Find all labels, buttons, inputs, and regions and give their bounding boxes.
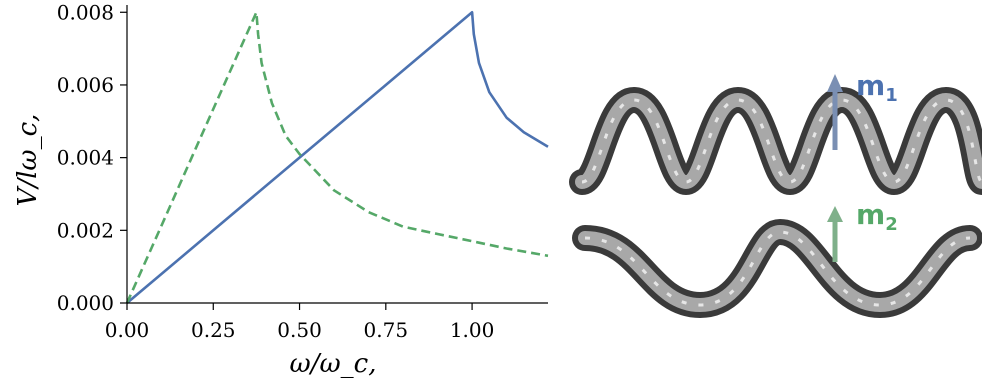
helix-illustration: m1 m2 xyxy=(569,69,982,319)
m2-label: m2 xyxy=(856,198,898,235)
series-layer xyxy=(125,11,549,304)
x-tick-label: 1.00 xyxy=(450,318,495,342)
helix-tight-shine xyxy=(575,92,982,190)
m2-arrow xyxy=(827,206,843,262)
y-tick-label: 0.000 xyxy=(57,291,114,315)
y-tick-label: 0.002 xyxy=(57,218,114,242)
m1-label: m1 xyxy=(856,69,898,106)
m1-arrow xyxy=(827,74,843,150)
helix-wide-shine xyxy=(578,224,977,313)
ticks-layer: 0.00 0.25 0.50 0.75 1.00 0.000 0.002 0.004 0.006… xyxy=(57,0,495,342)
x-tick-label: 0.25 xyxy=(191,318,236,342)
x-tick-label: 0.75 xyxy=(364,318,409,342)
x-axis-label: ω/ω_c, xyxy=(290,349,377,379)
chart: 0.00 0.25 0.50 0.75 1.00 0.000 0.002 0.004 0.006… xyxy=(13,0,549,379)
y-tick-label: 0.008 xyxy=(57,0,114,24)
y-tick-label: 0.004 xyxy=(57,146,114,170)
x-tick-label: 0.00 xyxy=(105,318,150,342)
y-tick-label: 0.006 xyxy=(57,73,114,97)
series-line-2 xyxy=(125,11,549,304)
x-tick-label: 0.50 xyxy=(277,318,322,342)
y-axis-label: V/lω_c, xyxy=(13,114,43,207)
series-line-1 xyxy=(126,11,549,304)
